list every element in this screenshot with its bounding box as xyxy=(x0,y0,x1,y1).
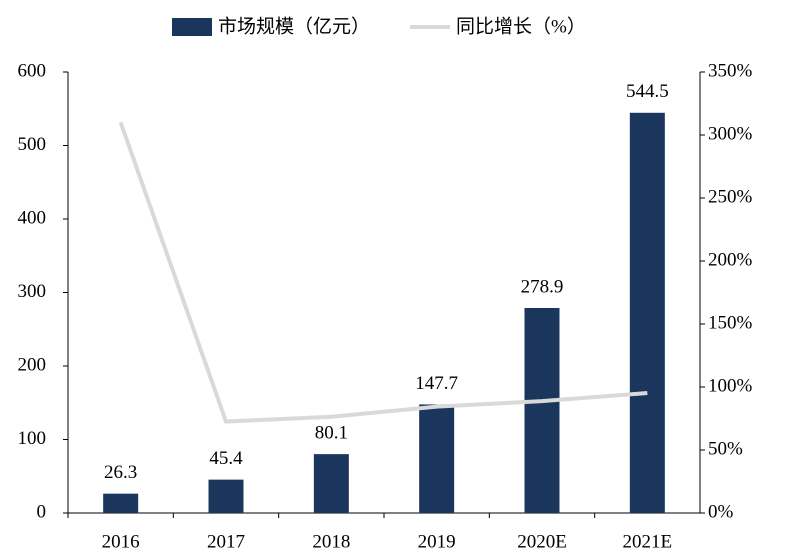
y2-tick-label: 100% xyxy=(708,375,753,396)
y2-tick-label: 250% xyxy=(708,186,753,207)
data-label: 45.4 xyxy=(209,448,243,469)
y-tick-label: 0 xyxy=(37,501,47,522)
y2-tick-label: 0% xyxy=(708,501,734,522)
y2-tick-label: 150% xyxy=(708,312,753,333)
data-label: 147.7 xyxy=(415,373,458,394)
y-tick-label: 100 xyxy=(18,428,47,449)
bar xyxy=(103,493,139,513)
x-tick-label: 2020E xyxy=(517,531,567,552)
y-tick-label: 400 xyxy=(18,207,47,228)
data-label: 544.5 xyxy=(626,81,669,102)
y-tick-label: 200 xyxy=(18,354,47,375)
y-tick-label: 500 xyxy=(18,134,47,155)
legend-swatch xyxy=(172,18,212,36)
legend-label: 同比增长（%） xyxy=(456,15,586,37)
y-tick-label: 600 xyxy=(18,60,47,81)
x-tick-label: 2021E xyxy=(623,531,673,552)
data-label: 80.1 xyxy=(315,422,348,443)
y2-tick-label: 200% xyxy=(708,249,753,270)
bar xyxy=(208,479,244,513)
x-tick-label: 2018 xyxy=(312,531,350,552)
x-tick-label: 2016 xyxy=(102,531,140,552)
legend-label: 市场规模（亿元） xyxy=(218,15,370,37)
x-tick-label: 2017 xyxy=(207,531,245,552)
y2-tick-label: 50% xyxy=(708,438,743,459)
y-tick-label: 300 xyxy=(18,281,47,302)
x-tick-label: 2019 xyxy=(418,531,456,552)
bar xyxy=(419,404,455,513)
y2-tick-label: 300% xyxy=(708,123,753,144)
bar xyxy=(629,112,665,513)
growth-line xyxy=(118,121,648,424)
data-label: 278.9 xyxy=(521,276,564,297)
bar xyxy=(313,454,349,513)
y2-tick-label: 350% xyxy=(708,60,753,81)
data-label: 26.3 xyxy=(104,462,137,483)
bar xyxy=(524,308,560,513)
